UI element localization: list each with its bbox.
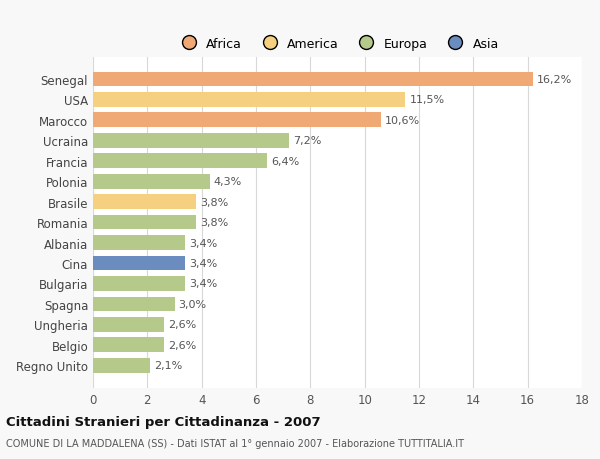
Text: 10,6%: 10,6% xyxy=(385,116,420,126)
Bar xyxy=(93,195,196,210)
Bar xyxy=(93,317,164,332)
Text: 3,0%: 3,0% xyxy=(179,299,206,309)
Legend: Africa, America, Europa, Asia: Africa, America, Europa, Asia xyxy=(172,34,503,54)
Bar xyxy=(93,215,196,230)
Bar xyxy=(93,93,406,107)
Bar xyxy=(93,338,164,353)
Bar xyxy=(93,174,210,189)
Text: Cittadini Stranieri per Cittadinanza - 2007: Cittadini Stranieri per Cittadinanza - 2… xyxy=(6,415,320,428)
Text: 7,2%: 7,2% xyxy=(293,136,321,146)
Text: 2,6%: 2,6% xyxy=(168,340,196,350)
Text: COMUNE DI LA MADDALENA (SS) - Dati ISTAT al 1° gennaio 2007 - Elaborazione TUTTI: COMUNE DI LA MADDALENA (SS) - Dati ISTAT… xyxy=(6,438,464,448)
Bar xyxy=(93,73,533,87)
Text: 2,6%: 2,6% xyxy=(168,319,196,330)
Bar xyxy=(93,154,267,169)
Bar xyxy=(93,134,289,148)
Text: 3,4%: 3,4% xyxy=(190,238,218,248)
Bar xyxy=(93,358,150,373)
Text: 3,4%: 3,4% xyxy=(190,258,218,269)
Bar xyxy=(93,276,185,291)
Bar xyxy=(93,297,175,312)
Bar xyxy=(93,256,185,271)
Text: 2,1%: 2,1% xyxy=(154,360,182,370)
Text: 16,2%: 16,2% xyxy=(537,75,572,85)
Text: 3,8%: 3,8% xyxy=(200,197,229,207)
Text: 3,8%: 3,8% xyxy=(200,218,229,228)
Text: 3,4%: 3,4% xyxy=(190,279,218,289)
Text: 6,4%: 6,4% xyxy=(271,157,299,166)
Text: 4,3%: 4,3% xyxy=(214,177,242,187)
Text: 11,5%: 11,5% xyxy=(409,95,445,105)
Bar xyxy=(93,113,381,128)
Bar xyxy=(93,235,185,250)
